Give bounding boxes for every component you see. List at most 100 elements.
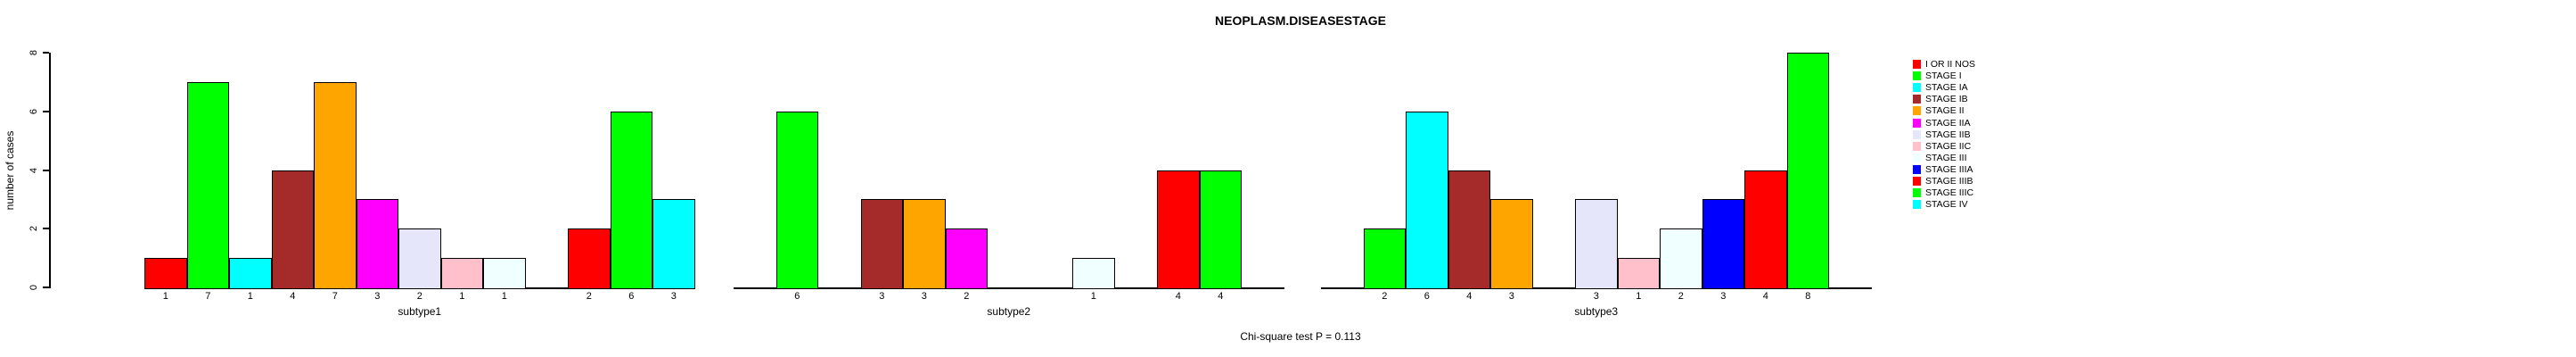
chart-footer: Chi-square test P = 0.113: [1240, 330, 1361, 343]
legend-swatch: [1913, 83, 1921, 93]
y-axis-tick-label: 8: [29, 49, 39, 56]
bar: [144, 258, 187, 289]
legend-swatch: [1913, 71, 1921, 81]
bar-value-label: 2: [1382, 291, 1388, 302]
bar-value-label: 4: [1466, 291, 1473, 302]
bar-value-label: 1: [501, 291, 507, 302]
bar: [483, 258, 526, 289]
bar: [1702, 199, 1744, 289]
bar-value-label: 3: [670, 291, 677, 302]
y-axis-tick: [43, 169, 49, 171]
legend-item: STAGE IV: [1913, 199, 1968, 210]
bar: [398, 228, 441, 289]
legend-label: STAGE IB: [1925, 94, 1968, 105]
bar: [1157, 170, 1200, 289]
y-axis-tick: [43, 52, 49, 54]
bar: [568, 228, 611, 289]
legend-swatch: [1913, 60, 1921, 69]
legend-swatch: [1913, 141, 1921, 151]
bar: [271, 170, 314, 289]
bar: [860, 199, 903, 289]
legend-swatch: [1913, 153, 1921, 162]
bar: [1575, 199, 1618, 289]
bar-value-label: 1: [162, 291, 168, 302]
bar: [1744, 170, 1787, 289]
bar: [1660, 228, 1702, 289]
bar: [229, 258, 272, 289]
bar-value-label: 3: [921, 291, 927, 302]
bar: [903, 199, 946, 289]
bar: [652, 199, 695, 289]
y-axis-tick: [43, 286, 49, 288]
legend-label: STAGE IIC: [1925, 140, 1972, 152]
legend-swatch: [1913, 106, 1921, 116]
bar-value-label: 8: [1805, 291, 1811, 302]
bar-value-label: 7: [332, 291, 338, 302]
bar-value-label: 3: [879, 291, 885, 302]
legend-label: STAGE II: [1925, 105, 1965, 117]
legend-item: STAGE IIIA: [1913, 164, 1973, 175]
y-axis-tick: [43, 110, 49, 112]
group-label: subtype1: [398, 305, 442, 318]
bar: [1199, 170, 1242, 289]
bar: [610, 111, 652, 289]
x-axis-baseline: [734, 287, 1284, 289]
bar-value-label: 6: [628, 291, 635, 302]
bar-value-label: 6: [794, 291, 800, 302]
legend-label: I OR II NOS: [1925, 59, 1976, 70]
bar: [440, 258, 483, 289]
bar: [1406, 111, 1448, 289]
bar-value-label: 3: [1508, 291, 1514, 302]
y-axis-tick-label: 2: [29, 226, 39, 232]
legend-swatch: [1913, 95, 1921, 104]
bar-value-label: 1: [459, 291, 465, 302]
bar-value-label: 2: [586, 291, 592, 302]
bar-value-label: 4: [1218, 291, 1224, 302]
legend-label: STAGE I: [1925, 71, 1962, 82]
bar-value-label: 4: [1175, 291, 1181, 302]
y-axis-label: number of cases: [4, 130, 16, 211]
bar: [945, 228, 988, 289]
group-label: subtype3: [1574, 305, 1619, 318]
y-axis-tick-label: 4: [29, 167, 39, 173]
legend-swatch: [1913, 188, 1921, 198]
legend-item: STAGE IIB: [1913, 129, 1971, 140]
bar-value-label: 1: [1636, 291, 1642, 302]
legend-label: STAGE IIB: [1925, 129, 1971, 140]
bar-value-label: 3: [374, 291, 381, 302]
bar: [314, 81, 357, 289]
bar-value-label: 2: [964, 291, 970, 302]
legend-label: STAGE IIIC: [1925, 187, 1974, 199]
bar-value-label: 2: [416, 291, 422, 302]
legend-item: I OR II NOS: [1913, 59, 1975, 70]
legend-label: STAGE IV: [1925, 199, 1968, 211]
legend-item: STAGE IIC: [1913, 141, 1971, 152]
y-axis-line: [49, 53, 51, 288]
bar-value-label: 1: [247, 291, 253, 302]
bar: [1448, 170, 1490, 289]
group-label: subtype2: [987, 305, 1031, 318]
legend-item: STAGE III: [1913, 153, 1966, 163]
legend-swatch: [1913, 129, 1921, 139]
bar: [775, 111, 818, 289]
legend-label: STAGE IIIA: [1925, 163, 1973, 175]
y-axis-tick-label: 6: [29, 108, 39, 114]
bar-value-label: 4: [290, 291, 296, 302]
legend-label: STAGE IIA: [1925, 117, 1971, 129]
legend-item: STAGE IB: [1913, 94, 1968, 104]
bar: [1490, 199, 1533, 289]
bar: [186, 81, 229, 289]
legend-label: STAGE IIIB: [1925, 176, 1973, 187]
y-axis-tick: [43, 228, 49, 230]
bar-value-label: 7: [205, 291, 211, 302]
bar-value-label: 2: [1678, 291, 1684, 302]
y-axis-tick-label: 0: [29, 284, 39, 291]
chart-title: NEOPLASM.DISEASESTAGE: [1215, 13, 1386, 28]
legend-item: STAGE IA: [1913, 82, 1968, 93]
legend-swatch: [1913, 118, 1921, 128]
legend-swatch: [1913, 164, 1921, 174]
legend-item: STAGE IIIC: [1913, 187, 1973, 198]
bar-value-label: 1: [1090, 291, 1096, 302]
bar: [1072, 258, 1115, 289]
